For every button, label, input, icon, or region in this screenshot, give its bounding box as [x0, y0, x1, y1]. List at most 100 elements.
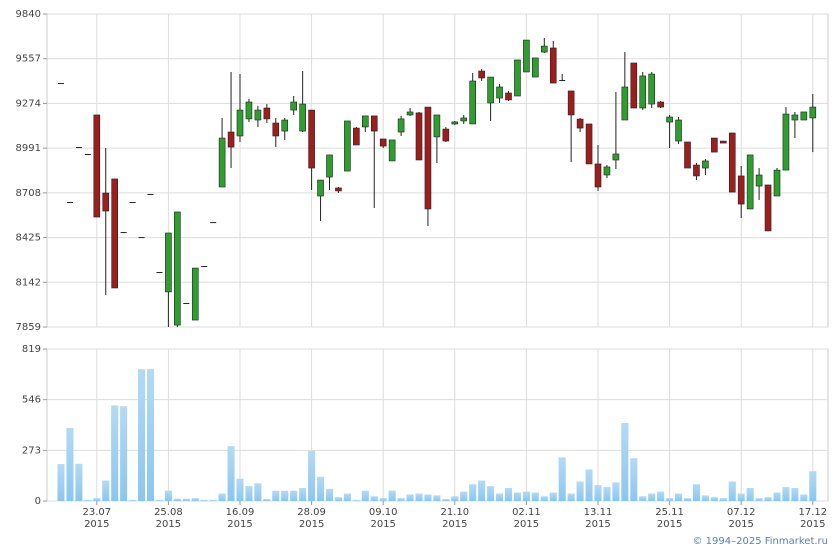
- volume-shine: [540, 496, 548, 501]
- volume-shine: [737, 493, 745, 501]
- x-tick-label: 13.11 2015: [583, 507, 613, 530]
- y-tick-label: 8991: [16, 143, 41, 154]
- volume-shine: [451, 496, 459, 501]
- volume-shine: [710, 497, 718, 501]
- plot-area: [46, 13, 829, 328]
- candle-body: [505, 92, 512, 101]
- candle-body: [361, 115, 369, 128]
- x-tick-label: 25.11 2015: [655, 507, 684, 530]
- volume-shine: [692, 484, 700, 501]
- candle-body: [379, 138, 387, 147]
- candle-body: [406, 111, 414, 116]
- y-tick-label: 546: [22, 395, 41, 406]
- volume-shine: [782, 487, 790, 501]
- candle-body: [728, 132, 736, 193]
- y-tick-label: 8142: [16, 277, 41, 288]
- candle-body: [370, 115, 378, 132]
- volume-shine: [272, 490, 280, 501]
- volume-shine: [147, 369, 154, 501]
- candle-body: [594, 163, 602, 188]
- candle-body: [93, 114, 101, 218]
- candle-body: [388, 139, 396, 162]
- candle-body: [58, 83, 64, 85]
- candle-body: [719, 140, 727, 144]
- volume-shine: [531, 492, 539, 501]
- volume-shine: [505, 488, 512, 501]
- candle-body: [326, 154, 333, 178]
- candle-body: [603, 166, 611, 176]
- x-tick-label: 07.12 2015: [726, 507, 756, 530]
- volume-shine: [576, 481, 584, 501]
- candle-body: [281, 119, 289, 132]
- volume-shine: [397, 498, 405, 501]
- volume-shine: [281, 490, 289, 501]
- volume-shine: [684, 498, 691, 501]
- volume-shine: [612, 482, 620, 501]
- candle-body: [120, 232, 127, 234]
- volume-shine: [791, 488, 799, 501]
- volume-shine: [75, 463, 83, 501]
- candle-body: [514, 59, 521, 97]
- candle-body: [612, 153, 620, 161]
- candle-body: [666, 116, 673, 123]
- volume-shine: [299, 488, 307, 501]
- volume-shine: [173, 498, 181, 501]
- candle-body: [684, 141, 691, 169]
- volume-shine: [66, 428, 74, 501]
- candle-body: [353, 127, 360, 146]
- candle-body: [156, 272, 163, 274]
- candle-body: [549, 47, 557, 84]
- candle-body: [201, 266, 208, 268]
- volume-shine: [120, 406, 128, 501]
- candle-body: [800, 111, 808, 121]
- volume-shine: [93, 498, 101, 501]
- volume-shine: [155, 500, 163, 501]
- candle-body: [621, 86, 629, 121]
- candle-body: [227, 131, 235, 148]
- volume-shine: [809, 471, 817, 501]
- volume-shine: [728, 481, 736, 501]
- candle-body: [84, 153, 91, 155]
- volume-shine: [191, 498, 199, 501]
- candle-body: [773, 169, 781, 197]
- volume-shine: [317, 476, 325, 501]
- volume-shine: [236, 478, 244, 501]
- candle-body: [576, 118, 584, 129]
- candle-body: [523, 39, 530, 73]
- volume-shine: [57, 464, 65, 501]
- candle-body: [210, 222, 217, 224]
- candle-body: [469, 80, 477, 125]
- candle-body: [433, 114, 441, 138]
- candle-body: [308, 109, 315, 169]
- volume-shine: [164, 490, 172, 501]
- volume-shine: [675, 493, 683, 501]
- volume-shine: [585, 469, 593, 501]
- volume-shine: [567, 493, 575, 501]
- x-tick-label: 17.12 2015: [798, 507, 828, 530]
- candle-body: [630, 62, 638, 109]
- y-tick-label: 819: [22, 344, 41, 355]
- candle-body: [102, 192, 110, 212]
- volume-shine: [639, 496, 647, 501]
- candle-body: [272, 122, 280, 137]
- y-tick-label: 0: [35, 496, 41, 507]
- candle-body: [746, 154, 754, 210]
- candle-body: [702, 160, 709, 169]
- volume-shine: [415, 493, 423, 501]
- volume-shine: [200, 500, 208, 501]
- candle-body: [129, 202, 136, 204]
- y-tick-label: 9557: [16, 54, 41, 65]
- candle-body: [657, 101, 664, 108]
- volume-shine: [326, 488, 333, 501]
- volume-shine: [370, 496, 378, 501]
- volume-shine: [361, 490, 369, 501]
- candle-body: [397, 118, 405, 133]
- candle-body: [675, 119, 682, 142]
- volume-shine: [424, 494, 432, 501]
- volume-shine: [666, 498, 674, 501]
- candle-body: [424, 106, 432, 210]
- candle-body: [540, 45, 548, 53]
- candle-body: [496, 86, 503, 99]
- candle-body: [737, 175, 745, 205]
